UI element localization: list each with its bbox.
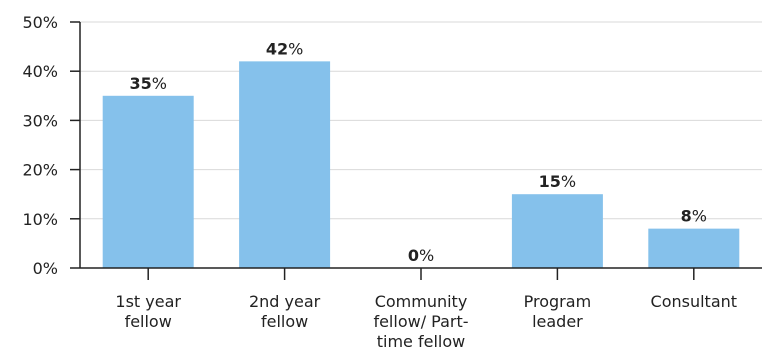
y-tick-label: 30% [22, 111, 58, 130]
x-tick-label: 2nd year fellow [249, 292, 321, 331]
data-label: 35% [129, 74, 166, 93]
bar [648, 228, 740, 268]
y-tick-label: 20% [22, 161, 58, 180]
x-tick-label: Consultant [651, 292, 738, 311]
data-label: 15% [539, 172, 576, 191]
data-label: 0% [408, 246, 434, 265]
bar [102, 95, 194, 268]
x-tick-label: Community fellow/ Part-time fellow [373, 292, 468, 351]
y-tick-label: 50% [22, 13, 58, 32]
bar [511, 194, 603, 268]
bar [239, 61, 331, 268]
data-label: 42% [266, 39, 303, 58]
y-tick-label: 40% [22, 62, 58, 81]
y-tick-label: 0% [33, 259, 58, 278]
x-tick-label: Program leader [524, 292, 592, 331]
x-tick-label: 1st year fellow [115, 292, 181, 331]
y-tick-label: 10% [22, 210, 58, 229]
data-label: 8% [681, 207, 707, 226]
